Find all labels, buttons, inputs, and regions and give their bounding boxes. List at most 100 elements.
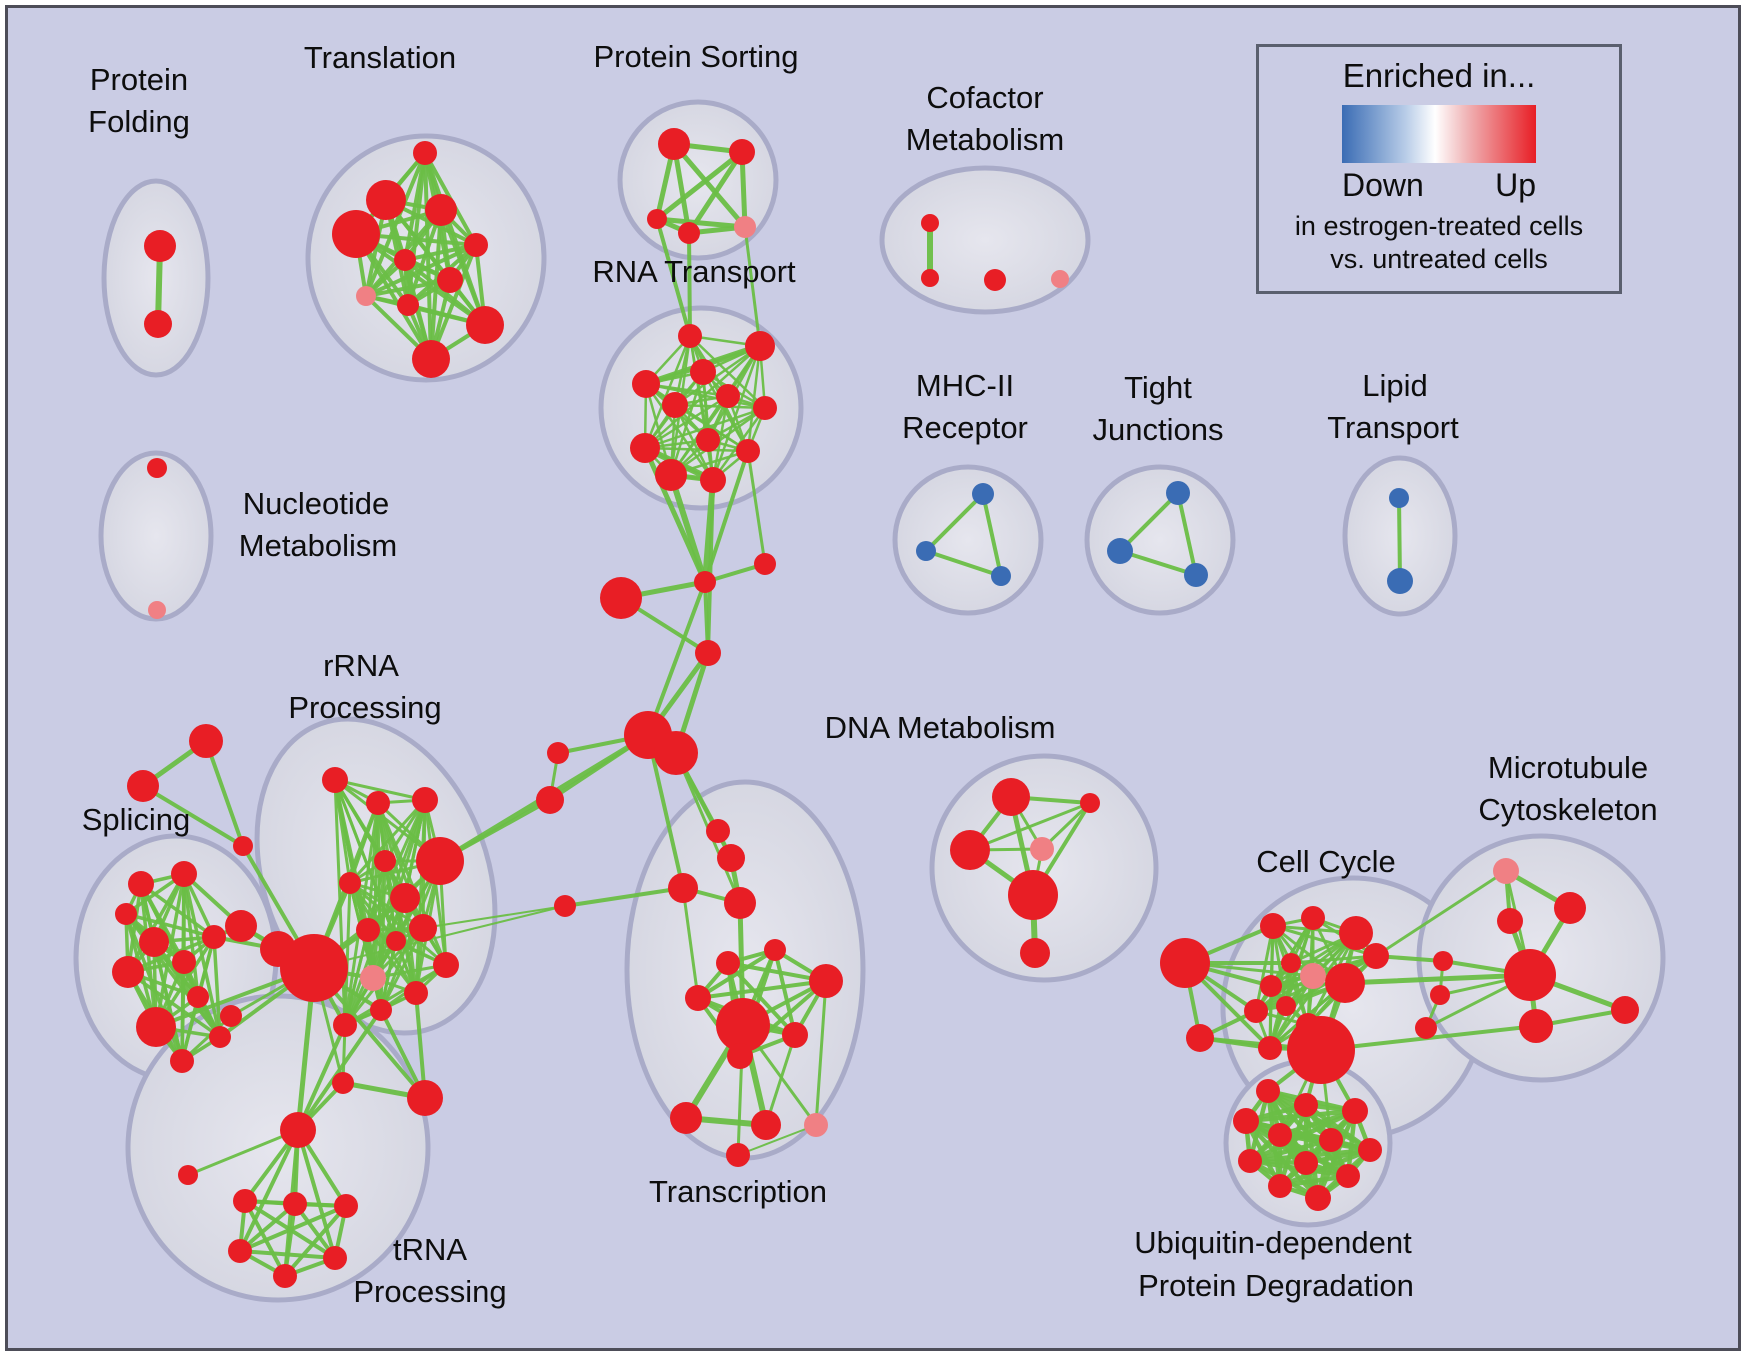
node-rr6 [416, 837, 464, 885]
node-tx13 [751, 1110, 781, 1140]
edge [646, 580, 707, 737]
node-cn1 [600, 577, 642, 619]
node-u3 [1233, 1108, 1259, 1134]
node-rr2 [366, 791, 390, 815]
node-cy2 [1301, 906, 1325, 930]
node-ps5 [734, 216, 756, 238]
edge [924, 492, 985, 553]
node-cy10 [1276, 996, 1296, 1016]
node-tr2 [366, 180, 406, 220]
cluster-label: Protein Degradation [1138, 1268, 1414, 1303]
edge [180, 960, 186, 1063]
edge [673, 403, 750, 453]
edge [141, 784, 245, 848]
node-dm3 [1030, 837, 1054, 861]
edge [1247, 1137, 1334, 1164]
edge [671, 141, 748, 230]
cluster-label: Processing [288, 690, 441, 725]
node-rr9 [356, 918, 380, 942]
edge [644, 382, 715, 482]
node-mt6 [1611, 996, 1639, 1024]
edge [238, 1128, 300, 1253]
edge [746, 344, 762, 453]
node-sp5 [171, 861, 197, 887]
node-u0 [1256, 1079, 1280, 1103]
node-cy4 [1363, 943, 1389, 969]
node-trg3 [233, 836, 253, 856]
legend-gradient-bar [1342, 105, 1536, 163]
node-u5 [1319, 1128, 1343, 1152]
node-tn4 [228, 1239, 252, 1263]
edge [429, 243, 478, 361]
node-cn4 [695, 640, 721, 666]
cluster-label: Transcription [649, 1174, 827, 1209]
legend-up-label: Up [1495, 167, 1536, 203]
node-tj3 [1184, 563, 1208, 587]
edge [204, 739, 245, 848]
edge [212, 935, 222, 1039]
node-cy13 [1258, 1036, 1282, 1060]
edge [706, 478, 715, 655]
node-g0 [547, 742, 569, 764]
node-cy3 [1339, 916, 1373, 950]
node-sp12 [225, 910, 257, 942]
node-u9 [1336, 1164, 1360, 1188]
edge [1397, 496, 1402, 583]
edge [283, 1202, 297, 1278]
edge [688, 334, 767, 410]
node-dm1 [1080, 793, 1100, 813]
legend-down-label: Down [1342, 167, 1424, 203]
edge [379, 926, 425, 1012]
node-mt5 [1519, 1009, 1553, 1043]
cluster-label: RNA Transport [592, 254, 796, 289]
edge [343, 963, 448, 1027]
node-tn0 [280, 1112, 316, 1148]
node-rt8 [696, 428, 720, 452]
cluster-label: Metabolism [906, 122, 1065, 157]
node-sp2 [115, 903, 137, 925]
node-sp7 [172, 950, 196, 974]
node-tr7 [437, 267, 463, 293]
edge [1118, 491, 1180, 553]
node-cm4 [1051, 270, 1069, 288]
edge [668, 472, 708, 585]
edge [643, 394, 730, 450]
node-u8 [1294, 1151, 1318, 1175]
node-rt5 [716, 384, 740, 408]
node-rr1 [322, 767, 348, 793]
node-rr10 [386, 931, 406, 951]
node-tx9 [716, 998, 770, 1052]
node-rr3 [412, 787, 438, 813]
cluster-label: Cytoskeleton [1478, 792, 1657, 827]
node-sp4 [112, 956, 144, 988]
node-tr1 [413, 141, 437, 165]
cluster-label: Protein Sorting [593, 39, 798, 74]
node-u6 [1358, 1138, 1382, 1162]
node-tn3 [334, 1194, 358, 1218]
node-cm3 [984, 269, 1006, 291]
node-rt4 [632, 370, 660, 398]
edge [1243, 1108, 1358, 1124]
edge [126, 872, 186, 974]
cluster-label: Ubiquitin-dependent [1134, 1225, 1412, 1260]
node-rt1 [678, 324, 702, 348]
node-tx2 [668, 873, 698, 903]
node-mt4 [1504, 949, 1556, 1001]
edge [643, 334, 692, 450]
node-tr10 [466, 306, 504, 344]
cluster-label: Cell Cycle [1256, 844, 1396, 879]
edge [924, 549, 1003, 578]
node-tn5 [323, 1246, 347, 1270]
node-tn6 [273, 1264, 297, 1288]
edge [376, 801, 448, 967]
cluster-label: rRNA [323, 648, 399, 683]
node-cy12 [1186, 1024, 1214, 1052]
node-cy9 [1244, 999, 1268, 1023]
node-mh3 [991, 566, 1011, 586]
node-g1 [536, 786, 564, 814]
node-ps3 [647, 209, 667, 229]
edge [643, 446, 750, 453]
edge [711, 394, 730, 482]
node-tr8 [356, 286, 376, 306]
edge [348, 801, 380, 885]
